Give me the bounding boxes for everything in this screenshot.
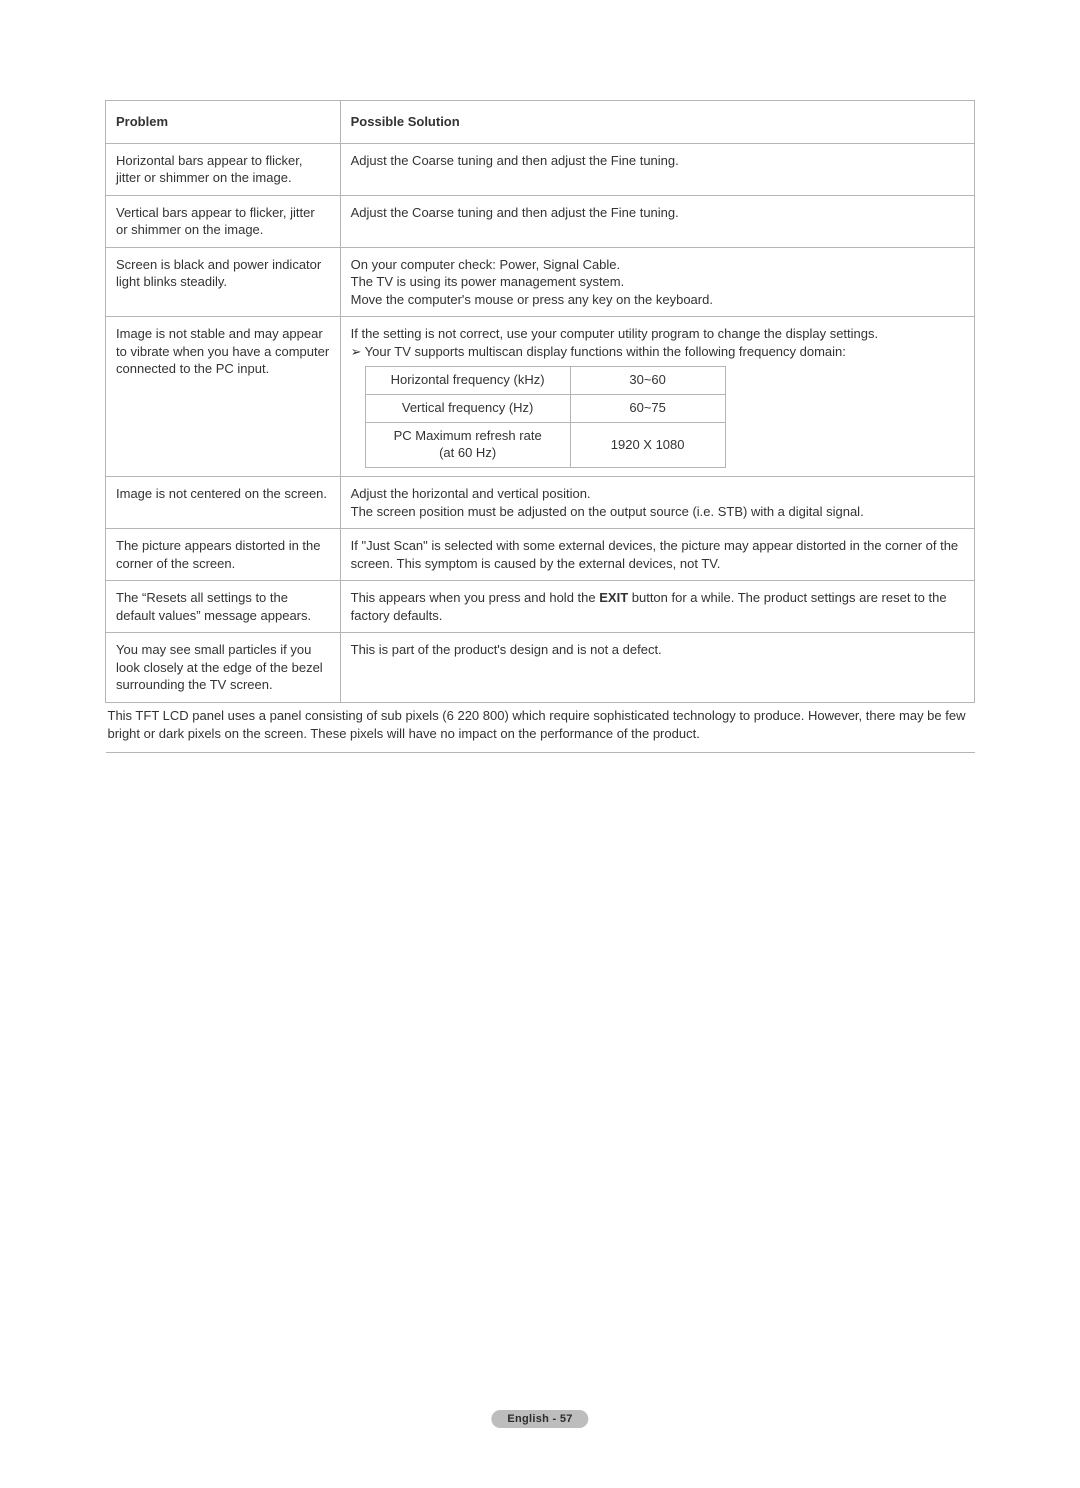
solution-line: The screen position must be adjusted on … bbox=[351, 504, 864, 519]
inner-row: PC Maximum refresh rate (at 60 Hz) 1920 … bbox=[365, 423, 725, 468]
solution-line: The TV is using its power management sys… bbox=[351, 274, 625, 289]
bullet-icon: ➢ bbox=[351, 343, 365, 361]
inner-cell-line: PC Maximum refresh rate bbox=[394, 428, 542, 443]
problem-cell: Vertical bars appear to flicker, jitter … bbox=[106, 195, 341, 247]
solution-line: If the setting is not correct, use your … bbox=[351, 326, 878, 341]
solution-cell: This appears when you press and hold the… bbox=[340, 581, 974, 633]
table-row: You may see small particles if you look … bbox=[106, 633, 975, 703]
solution-cell: This is part of the product's design and… bbox=[340, 633, 974, 703]
solution-line: On your computer check: Power, Signal Ca… bbox=[351, 257, 621, 272]
footnote-row: This TFT LCD panel uses a panel consisti… bbox=[106, 702, 975, 752]
solution-line-pre: This appears when you press and hold the bbox=[351, 590, 600, 605]
problem-cell: Horizontal bars appear to flicker, jitte… bbox=[106, 143, 341, 195]
solution-cell: Adjust the Coarse tuning and then adjust… bbox=[340, 143, 974, 195]
inner-cell-line: (at 60 Hz) bbox=[439, 445, 496, 460]
footnote-cell: This TFT LCD panel uses a panel consisti… bbox=[106, 702, 975, 752]
problem-cell: Image is not stable and may appear to vi… bbox=[106, 317, 341, 477]
solution-cell: On your computer check: Power, Signal Ca… bbox=[340, 247, 974, 317]
inner-row: Vertical frequency (Hz) 60~75 bbox=[365, 395, 725, 423]
header-problem: Problem bbox=[106, 101, 341, 144]
inner-cell: Horizontal frequency (kHz) bbox=[365, 367, 570, 395]
solution-line: Adjust the horizontal and vertical posit… bbox=[351, 486, 591, 501]
problem-cell: You may see small particles if you look … bbox=[106, 633, 341, 703]
table-row: The “Resets all settings to the default … bbox=[106, 581, 975, 633]
table-row: Vertical bars appear to flicker, jitter … bbox=[106, 195, 975, 247]
inner-cell: PC Maximum refresh rate (at 60 Hz) bbox=[365, 423, 570, 468]
problem-cell: The picture appears distorted in the cor… bbox=[106, 529, 341, 581]
inner-cell: 30~60 bbox=[570, 367, 725, 395]
table-row: Horizontal bars appear to flicker, jitte… bbox=[106, 143, 975, 195]
solution-cell: If the setting is not correct, use your … bbox=[340, 317, 974, 477]
solution-cell: Adjust the Coarse tuning and then adjust… bbox=[340, 195, 974, 247]
solution-cell: If "Just Scan" is selected with some ext… bbox=[340, 529, 974, 581]
problem-cell: The “Resets all settings to the default … bbox=[106, 581, 341, 633]
inner-row: Horizontal frequency (kHz) 30~60 bbox=[365, 367, 725, 395]
exit-bold: EXIT bbox=[599, 590, 628, 605]
table-row: Screen is black and power indicator ligh… bbox=[106, 247, 975, 317]
header-solution: Possible Solution bbox=[340, 101, 974, 144]
page-footer-badge: English - 57 bbox=[491, 1410, 588, 1428]
troubleshooting-table: Problem Possible Solution Horizontal bar… bbox=[105, 100, 975, 753]
table-row: Image is not stable and may appear to vi… bbox=[106, 317, 975, 477]
solution-line: Move the computer's mouse or press any k… bbox=[351, 292, 713, 307]
inner-cell: 1920 X 1080 bbox=[570, 423, 725, 468]
solution-cell: Adjust the horizontal and vertical posit… bbox=[340, 477, 974, 529]
frequency-table: Horizontal frequency (kHz) 30~60 Vertica… bbox=[365, 366, 726, 468]
table-row: The picture appears distorted in the cor… bbox=[106, 529, 975, 581]
solution-line: Your TV supports multiscan display funct… bbox=[365, 344, 846, 359]
table-row: Image is not centered on the screen. Adj… bbox=[106, 477, 975, 529]
inner-cell: 60~75 bbox=[570, 395, 725, 423]
inner-cell: Vertical frequency (Hz) bbox=[365, 395, 570, 423]
table-header-row: Problem Possible Solution bbox=[106, 101, 975, 144]
problem-cell: Image is not centered on the screen. bbox=[106, 477, 341, 529]
problem-cell: Screen is black and power indicator ligh… bbox=[106, 247, 341, 317]
